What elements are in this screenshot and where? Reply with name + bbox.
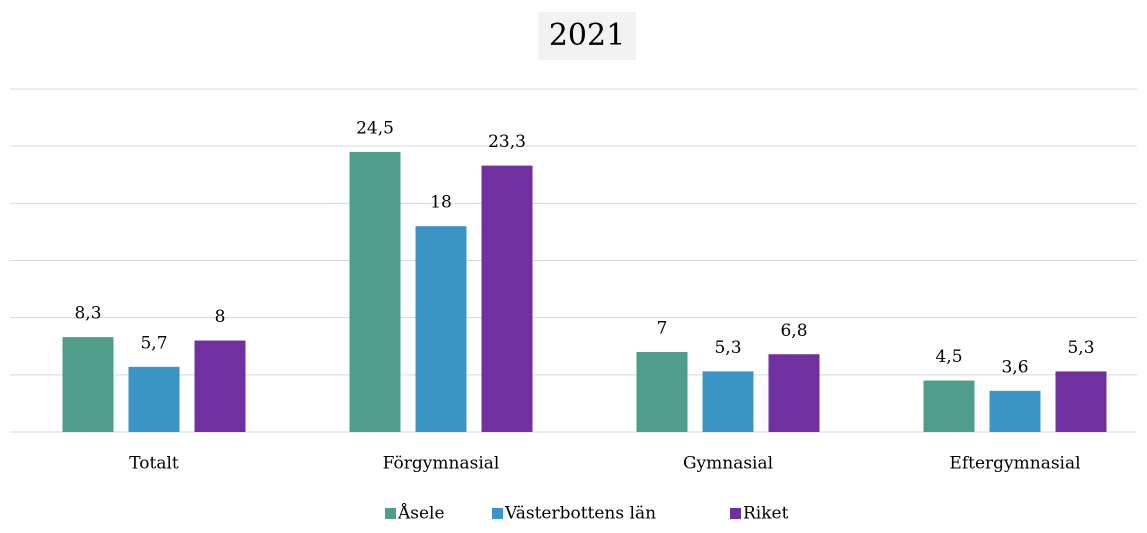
data-label: 24,5 — [356, 118, 394, 138]
legend-swatch — [385, 508, 396, 519]
bar — [989, 390, 1041, 432]
bar — [62, 337, 114, 432]
data-label: 3,6 — [1001, 357, 1028, 377]
data-label: 8 — [215, 307, 226, 327]
bar — [702, 371, 754, 432]
x-tick-label: Förgymnasial — [383, 454, 500, 474]
data-label: 18 — [430, 193, 452, 213]
bar — [415, 226, 467, 432]
data-label: 8,3 — [74, 304, 101, 324]
data-label: 5,3 — [1067, 338, 1094, 358]
x-tick-label: Gymnasial — [683, 454, 773, 474]
data-label: 6,8 — [780, 321, 807, 341]
legend-label: Västerbottens län — [504, 504, 656, 524]
bar — [1055, 371, 1107, 432]
bar — [481, 165, 533, 432]
legend-swatch — [492, 508, 503, 519]
x-tick-label: Totalt — [129, 454, 179, 474]
legend-label: Riket — [743, 504, 789, 524]
data-label: 23,3 — [488, 132, 526, 152]
bar — [349, 151, 401, 432]
bar — [923, 380, 975, 432]
legend-label: Åsele — [397, 503, 445, 524]
data-label: 5,7 — [140, 333, 167, 353]
bar — [194, 340, 246, 432]
bar — [128, 366, 180, 432]
title-box — [538, 12, 636, 60]
data-label: 4,5 — [935, 347, 962, 367]
bar — [768, 354, 820, 432]
data-label: 7 — [657, 318, 668, 338]
legend-swatch — [730, 508, 741, 519]
chart-title: 2021 — [549, 18, 625, 53]
data-label: 5,3 — [714, 338, 741, 358]
x-tick-label: Eftergymnasial — [949, 454, 1080, 474]
bar — [636, 351, 688, 432]
